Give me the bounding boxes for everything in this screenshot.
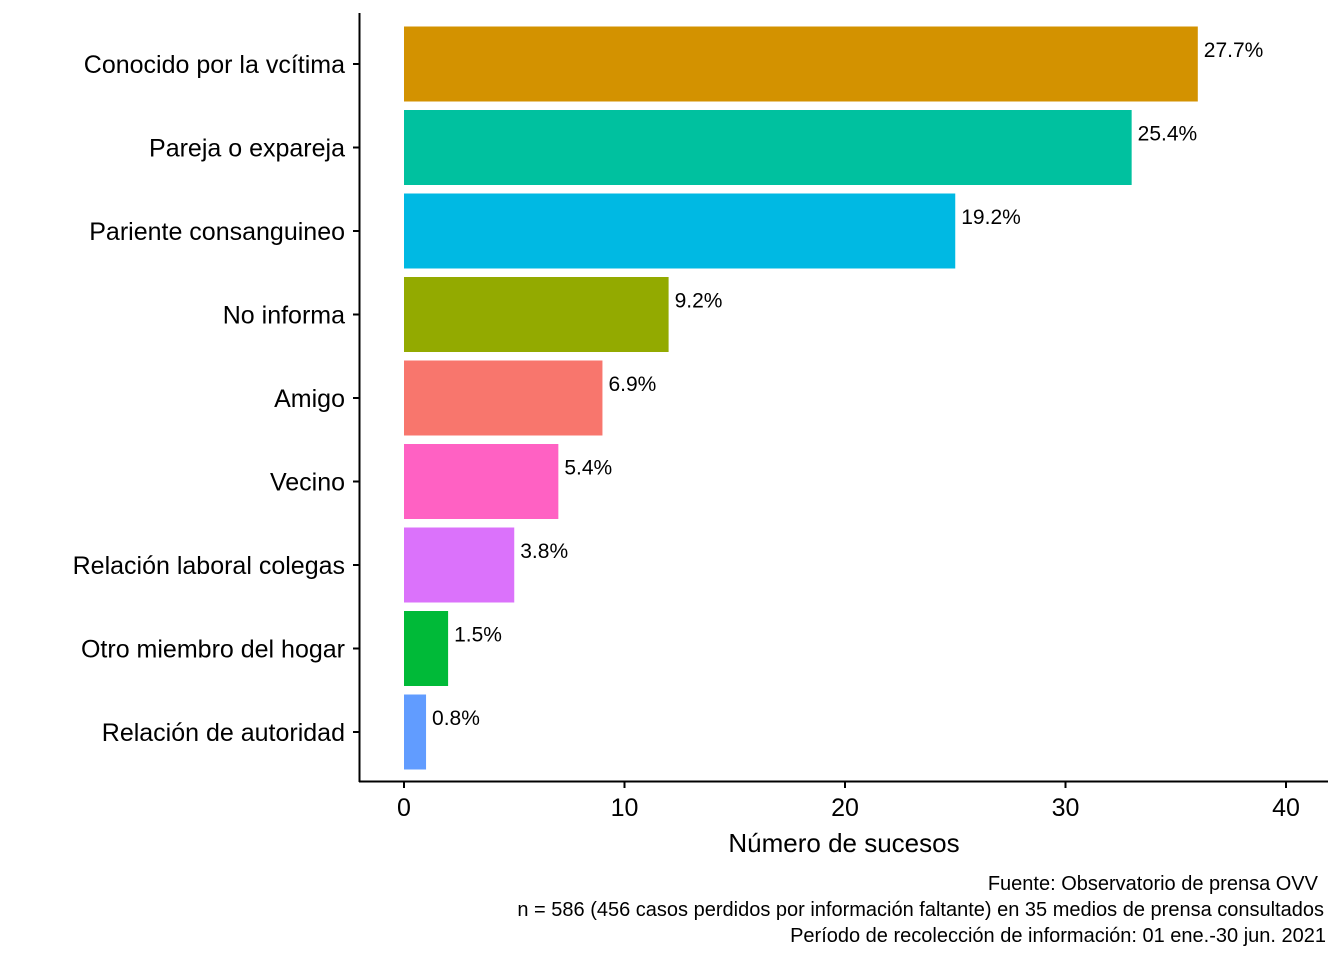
x-tick-label: 20 (831, 794, 859, 822)
data-label: 3.8% (520, 540, 568, 563)
y-tick-label: Otro miembro del hogar (81, 636, 345, 664)
x-tick-label: 10 (611, 794, 639, 822)
data-label: 0.8% (432, 707, 480, 730)
data-label: 19.2% (961, 206, 1021, 229)
x-axis-title: Número de sucesos (728, 828, 959, 858)
caption-line-2: n = 586 (456 casos perdidos por informac… (517, 899, 1324, 921)
y-tick-label: Pareja o expareja (149, 135, 345, 163)
bar (404, 360, 603, 436)
y-tick-label: Amigo (274, 385, 345, 413)
data-label: 5.4% (564, 457, 612, 480)
bar (404, 193, 956, 269)
caption-line-1: Fuente: Observatorio de prensa OVV (988, 873, 1319, 895)
caption-line-3: Período de recolección de información: 0… (790, 925, 1326, 947)
data-label: 25.4% (1138, 123, 1198, 146)
y-ticks-group: Conocido por la vcítima Pareja o expareja… (73, 51, 359, 747)
bar (404, 611, 449, 686)
x-tick-label: 40 (1272, 794, 1300, 822)
y-tick-label: No informa (223, 302, 345, 330)
bar (404, 444, 559, 519)
data-label: 6.9% (608, 373, 656, 396)
caption: Fuente: Observatorio de prensa OVV n = 5… (517, 873, 1326, 947)
data-labels-group: 27.7% 25.4% 19.2% 9.2% 6.9% 5.4% 3.8% 1.5% 0.8% (432, 39, 1263, 730)
bar (404, 110, 1132, 185)
data-label: 27.7% (1204, 39, 1264, 62)
y-tick-label: Conocido por la vcítima (84, 51, 345, 79)
bar (404, 527, 515, 603)
bars-group (404, 26, 1198, 770)
x-tick-label: 30 (1052, 794, 1080, 822)
x-tick-label: 0 (397, 794, 411, 822)
y-tick-label: Relación laboral colegas (73, 552, 345, 580)
y-tick-label: Pariente consanguineo (89, 218, 345, 246)
data-label: 9.2% (675, 290, 723, 313)
y-tick-label: Relación de autoridad (102, 719, 345, 747)
data-label: 1.5% (454, 624, 502, 647)
y-tick-label: Vecino (270, 469, 345, 497)
bar (404, 277, 669, 352)
bar (404, 694, 427, 770)
x-ticks-group: 0 10 20 30 40 (397, 782, 1300, 822)
bar (404, 26, 1198, 102)
